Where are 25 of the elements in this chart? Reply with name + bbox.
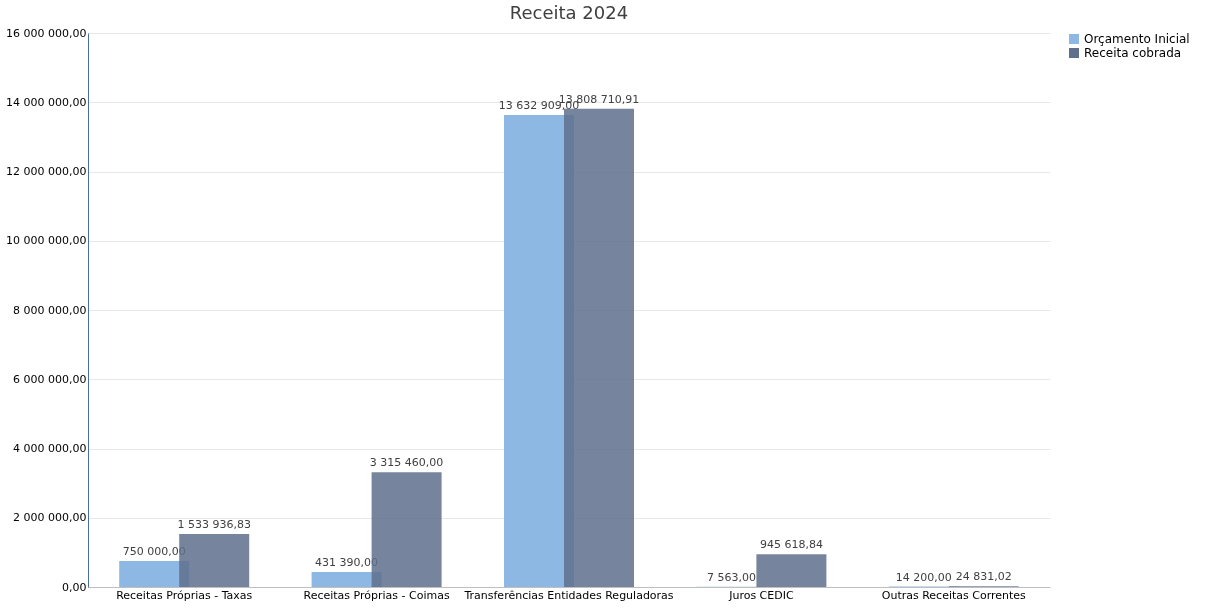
bar bbox=[564, 108, 634, 587]
legend-label: Orçamento Inicial bbox=[1084, 32, 1190, 46]
legend-label: Receita cobrada bbox=[1084, 46, 1182, 60]
y-tick-label: 16 000 000,00 bbox=[6, 26, 87, 40]
data-label: 3 315 460,00 bbox=[369, 456, 444, 470]
y-tick-label: 14 000 000,00 bbox=[6, 95, 87, 109]
x-tick-label: Receitas Próprias - Taxas bbox=[116, 588, 253, 602]
x-tick-label: Transferências Entidades Reguladoras bbox=[463, 588, 674, 602]
data-label: 24 831,02 bbox=[955, 570, 1012, 584]
x-tick-label: Outras Receitas Correntes bbox=[881, 588, 1027, 602]
data-label: 7 563,00 bbox=[706, 570, 756, 584]
data-label: 1 533 936,83 bbox=[177, 517, 251, 531]
chart-title: Receita 2024 bbox=[509, 2, 629, 23]
y-tick-label: 2 000 000,00 bbox=[13, 511, 87, 525]
data-label: 945 618,84 bbox=[759, 538, 823, 552]
y-tick-label: 6 000 000,00 bbox=[13, 372, 87, 386]
x-tick-label: Juros CEDIC bbox=[728, 588, 794, 602]
y-tick-label: 10 000 000,00 bbox=[6, 234, 87, 248]
y-tick-label: 0,00 bbox=[62, 580, 87, 594]
y-tick-label: 8 000 000,00 bbox=[13, 303, 87, 317]
x-tick-label: Receitas Próprias - Coimas bbox=[303, 588, 450, 602]
bar bbox=[756, 554, 827, 587]
data-label: 14 200,00 bbox=[895, 570, 952, 584]
y-tick-label: 4 000 000,00 bbox=[13, 442, 87, 455]
y-tick-label: 12 000 000,00 bbox=[6, 165, 87, 178]
